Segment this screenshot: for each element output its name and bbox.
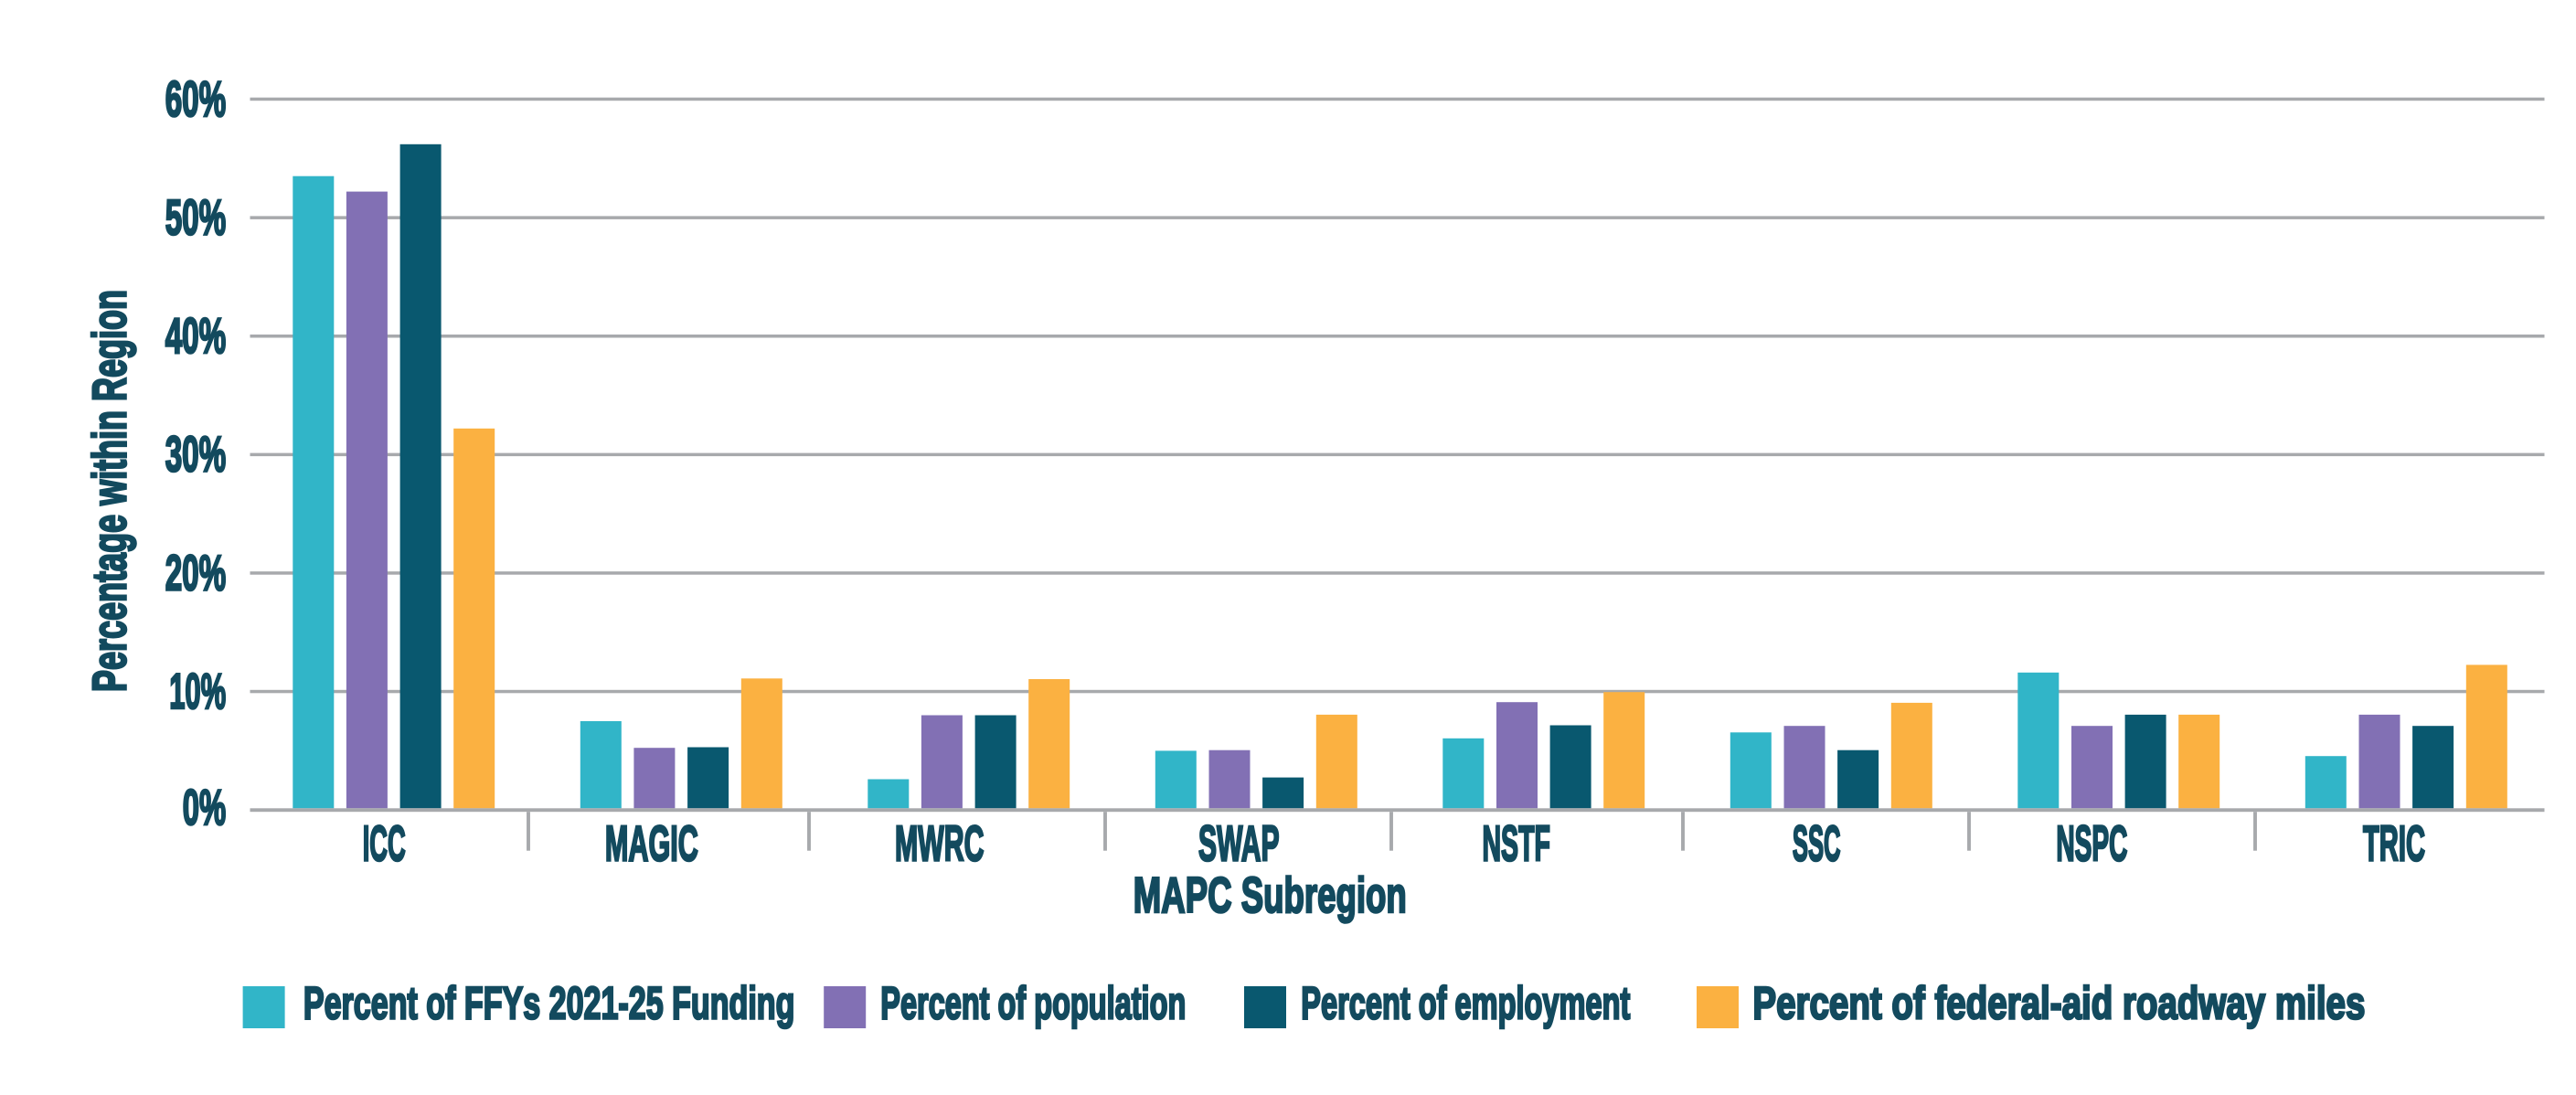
svg-text:Percent of federal-aid roadway: Percent of federal-aid roadway miles bbox=[1752, 978, 2365, 1029]
svg-text:Percentage within Region: Percentage within Region bbox=[82, 290, 135, 692]
svg-text:MWRC: MWRC bbox=[895, 816, 985, 872]
svg-text:Percent of FFYs 2021-25 Fundin: Percent of FFYs 2021-25 Funding bbox=[303, 978, 795, 1029]
svg-text:Percent of employment: Percent of employment bbox=[1301, 978, 1630, 1029]
svg-text:20%: 20% bbox=[165, 545, 227, 601]
svg-text:NSTF: NSTF bbox=[1482, 816, 1550, 872]
svg-text:0%: 0% bbox=[183, 780, 226, 835]
svg-text:MAGIC: MAGIC bbox=[605, 816, 698, 872]
svg-text:30%: 30% bbox=[165, 427, 227, 483]
svg-text:Percent of population: Percent of population bbox=[880, 978, 1186, 1029]
svg-text:SWAP: SWAP bbox=[1198, 816, 1280, 872]
svg-text:50%: 50% bbox=[165, 189, 227, 245]
svg-text:MAPC Subregion: MAPC Subregion bbox=[1134, 866, 1407, 923]
svg-text:10%: 10% bbox=[169, 664, 226, 719]
svg-text:SSC: SSC bbox=[1793, 816, 1841, 872]
svg-text:NSPC: NSPC bbox=[2056, 816, 2127, 872]
svg-text:ICC: ICC bbox=[363, 816, 406, 872]
svg-text:40%: 40% bbox=[165, 308, 227, 364]
svg-text:TRIC: TRIC bbox=[2363, 816, 2425, 872]
svg-text:60%: 60% bbox=[165, 71, 227, 127]
